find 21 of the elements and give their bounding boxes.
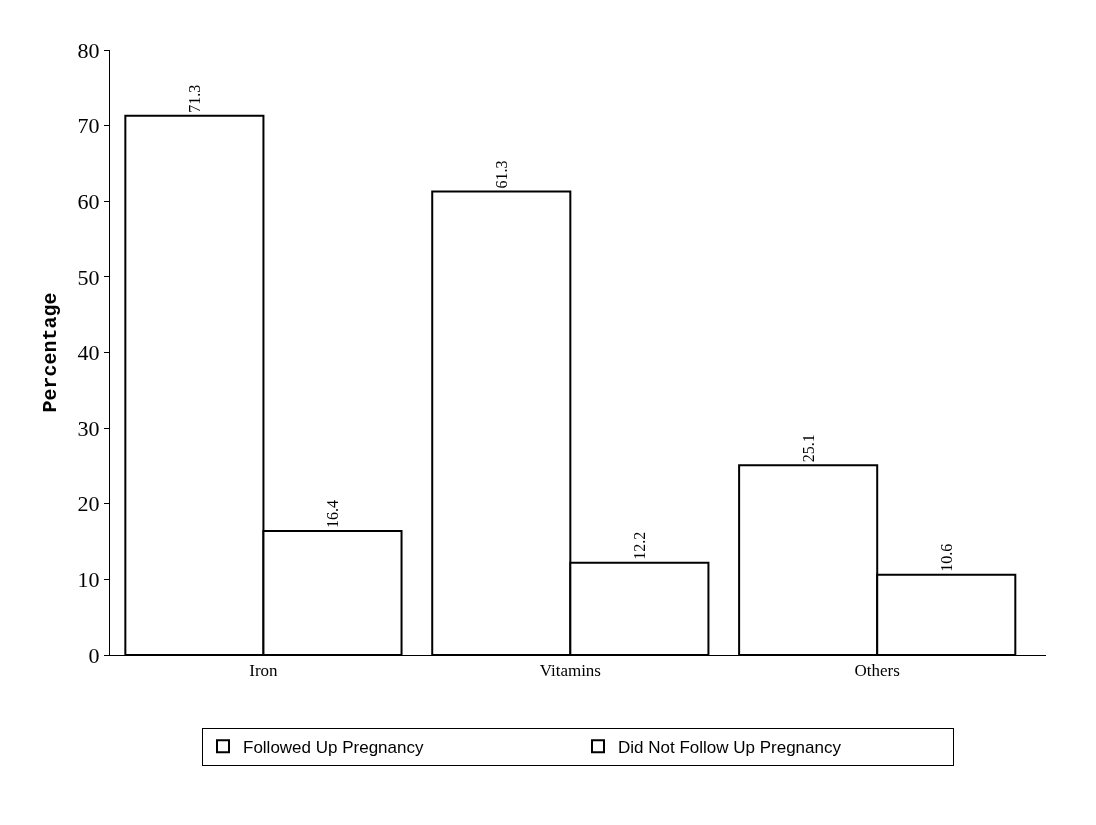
y-tick-label: 0	[88, 642, 100, 668]
y-axis-title: Percentage	[39, 292, 63, 413]
legend-label: Did Not Follow Up Pregnancy	[618, 737, 842, 757]
data-label: 12.2	[630, 531, 648, 560]
y-tick-label: 50	[77, 264, 100, 290]
data-label: 16.4	[323, 499, 341, 528]
data-label: 25.1	[799, 434, 817, 463]
x-tick-label: Iron	[249, 661, 279, 681]
y-tick-label: 30	[77, 415, 100, 441]
x-tick-label: Others	[854, 661, 900, 681]
y-tick-label: 60	[77, 188, 100, 214]
y-tick-label: 10	[77, 567, 100, 593]
y-tick-label: 40	[77, 340, 100, 366]
data-label: 71.3	[185, 84, 203, 113]
data-label: 10.6	[937, 543, 955, 572]
y-tick-label: 80	[77, 37, 100, 63]
y-tick-label: 70	[77, 113, 100, 139]
data-label: 61.3	[492, 160, 510, 189]
y-tick-label: 20	[77, 491, 100, 517]
x-tick-label: Vitamins	[539, 661, 601, 681]
legend-label: Followed Up Pregnancy	[243, 737, 424, 757]
